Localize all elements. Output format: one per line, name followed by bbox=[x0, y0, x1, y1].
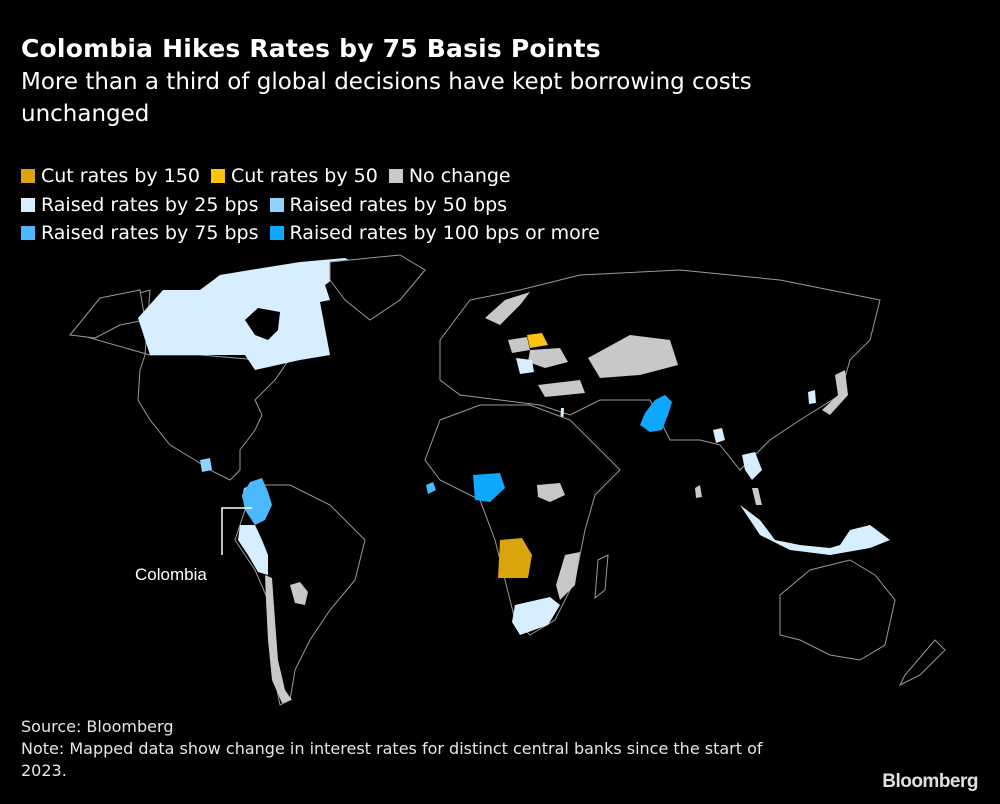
region-africa bbox=[424, 404, 621, 636]
country-peru bbox=[238, 525, 268, 575]
country-ukraine bbox=[528, 348, 568, 368]
country-indonesia bbox=[740, 505, 890, 555]
country-bangladesh bbox=[713, 428, 725, 443]
country-liberia bbox=[426, 482, 436, 494]
legend-item-raise-50: Raised rates by 50 bps bbox=[269, 191, 508, 220]
legend-item-raise-75: Raised rates by 75 bps bbox=[21, 219, 259, 248]
legend-label: Raised rates by 75 bps bbox=[41, 222, 259, 244]
callout-leader-line bbox=[221, 507, 252, 555]
country-south-africa bbox=[512, 597, 560, 635]
world-map bbox=[69, 254, 946, 706]
country-mozambique bbox=[556, 552, 580, 600]
swatch-raise-25 bbox=[21, 197, 35, 212]
country-japan bbox=[822, 370, 848, 415]
legend-label: Raised rates by 25 bps bbox=[41, 193, 259, 216]
legend-label: Raised rates by 100 bps or more bbox=[289, 222, 600, 244]
legend-item-cut-150: Cut rates by 150 bbox=[21, 162, 200, 191]
country-chile bbox=[265, 575, 292, 703]
region-new-zealand bbox=[898, 639, 946, 687]
swatch-raise-75 bbox=[21, 226, 35, 241]
region-greenland bbox=[329, 254, 426, 321]
legend-item-raise-100: Raised rates by 100 bps or more bbox=[269, 219, 600, 248]
country-canada bbox=[138, 258, 355, 370]
country-thailand bbox=[742, 452, 762, 480]
country-norway bbox=[485, 292, 530, 325]
country-paraguay bbox=[290, 582, 308, 605]
note-text: Note: Mapped data show change in interes… bbox=[21, 739, 763, 780]
legend-row: Raised rates by 75 bps Raised rates by 1… bbox=[21, 219, 611, 248]
legend-row: Raised rates by 25 bps Raised rates by 5… bbox=[21, 191, 611, 220]
country-turkey bbox=[538, 380, 585, 397]
swatch-raise-50 bbox=[269, 197, 284, 212]
chart-subtitle: More than a third of global decisions ha… bbox=[21, 69, 752, 127]
country-pakistan bbox=[640, 395, 672, 432]
colombia-annotation: Colombia bbox=[135, 565, 207, 584]
country-colombia bbox=[242, 478, 272, 525]
swatch-raise-100 bbox=[269, 226, 284, 241]
legend-label: Raised rates by 50 bps bbox=[289, 193, 508, 216]
country-angola bbox=[498, 538, 532, 578]
swatch-no-change bbox=[388, 169, 403, 184]
region-madagascar bbox=[594, 554, 609, 600]
swatch-cut-50 bbox=[210, 169, 225, 184]
country-nigeria bbox=[473, 473, 505, 502]
legend-item-raise-25: Raised rates by 25 bps bbox=[21, 191, 259, 220]
legend-item-no-change: No change bbox=[388, 162, 511, 191]
country-south-korea bbox=[808, 390, 816, 404]
hudson-bay bbox=[245, 308, 280, 340]
chart-title: Colombia Hikes Rates by 75 Basis Points bbox=[21, 34, 601, 63]
country-south-sudan bbox=[537, 483, 565, 502]
region-australia bbox=[779, 559, 896, 661]
country-romania bbox=[516, 358, 534, 374]
country-kazakhstan bbox=[588, 335, 678, 378]
legend-label: Cut rates by 150 bbox=[41, 165, 200, 187]
country-belarus bbox=[527, 333, 548, 348]
country-guatemala bbox=[200, 458, 212, 472]
country-malaysia bbox=[752, 488, 762, 505]
swatch-cut-150 bbox=[21, 169, 35, 184]
legend-row: Cut rates by 150 Cut rates by 50 No chan… bbox=[21, 162, 611, 191]
country-sri-lanka bbox=[695, 485, 702, 498]
bloomberg-logo: Bloomberg bbox=[882, 771, 978, 792]
country-poland bbox=[508, 337, 530, 353]
legend-label: No change bbox=[408, 165, 511, 187]
source-text: Source: Bloomberg bbox=[21, 717, 174, 736]
legend: Cut rates by 150 Cut rates by 50 No chan… bbox=[21, 162, 611, 248]
legend-item-cut-50: Cut rates by 50 bbox=[210, 162, 378, 191]
footer: Source: Bloomberg Note: Mapped data show… bbox=[21, 716, 811, 782]
legend-label: Cut rates by 50 bbox=[230, 165, 378, 187]
